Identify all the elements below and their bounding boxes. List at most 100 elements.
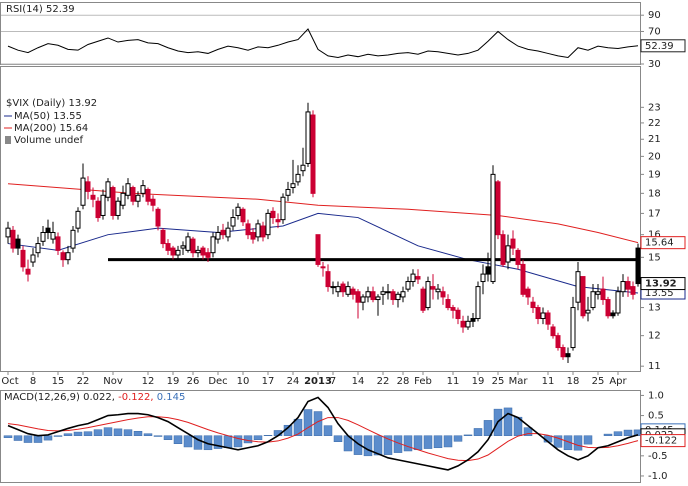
histogram-bar bbox=[623, 429, 633, 436]
y-tick-label: 15 bbox=[648, 252, 661, 263]
x-tick-label: Nov bbox=[103, 376, 123, 387]
price-last: 13.92 bbox=[68, 98, 97, 109]
histogram-bar bbox=[123, 429, 133, 436]
candle-body bbox=[330, 286, 336, 289]
candle-body bbox=[295, 173, 301, 183]
histogram-bar bbox=[293, 418, 303, 436]
candle-body bbox=[485, 266, 491, 275]
candle-body bbox=[370, 291, 376, 301]
ma-line bbox=[7, 212, 639, 294]
ma-line bbox=[7, 183, 639, 244]
candle-body bbox=[190, 238, 196, 254]
rsi-title: RSI(14) bbox=[6, 4, 43, 15]
ma50-legend: MA(50) 13.55 bbox=[14, 111, 82, 122]
candle-body bbox=[290, 183, 296, 189]
histogram-bar bbox=[353, 435, 363, 455]
candle-body bbox=[240, 208, 246, 223]
histogram-bar bbox=[253, 435, 263, 440]
candle-body bbox=[325, 271, 331, 288]
candle-body bbox=[580, 276, 586, 317]
candle-body bbox=[280, 196, 286, 221]
candle-body bbox=[50, 231, 56, 240]
candle-body bbox=[470, 318, 476, 322]
candle-body bbox=[420, 288, 426, 311]
candle-body bbox=[260, 225, 266, 238]
histogram-bar bbox=[103, 427, 113, 436]
y-tick-label: 70 bbox=[648, 26, 661, 37]
candle-body bbox=[565, 353, 571, 358]
rsi-line bbox=[7, 28, 639, 59]
candle-body bbox=[20, 249, 26, 268]
candle-body bbox=[225, 227, 231, 238]
y-tick-label: 20 bbox=[648, 151, 661, 162]
candle-body bbox=[505, 245, 511, 263]
candle-body bbox=[415, 276, 421, 280]
histogram-bar bbox=[423, 435, 433, 449]
x-tick-label: 25 bbox=[592, 376, 605, 387]
ma200-name: MA(200) bbox=[14, 123, 56, 134]
histogram-bar bbox=[43, 435, 53, 441]
histogram-bar bbox=[73, 431, 83, 436]
ma-tag-box bbox=[640, 236, 686, 250]
candle-body bbox=[430, 286, 436, 290]
x-tick-label: 26 bbox=[187, 376, 200, 387]
candle-body bbox=[215, 231, 221, 240]
x-tick-label: Feb bbox=[414, 376, 432, 387]
candle-body bbox=[70, 229, 76, 249]
candle-body bbox=[275, 219, 281, 223]
histogram-bar bbox=[23, 435, 33, 443]
candle-body bbox=[40, 231, 46, 242]
x-tick-label: Dec bbox=[208, 376, 227, 387]
candle-body bbox=[45, 227, 51, 233]
candle-body bbox=[400, 291, 406, 298]
candle-body bbox=[285, 188, 291, 196]
signal-tag: -0.122 bbox=[645, 436, 677, 447]
y-tick-label: 17 bbox=[648, 208, 661, 219]
histogram-bar bbox=[443, 435, 453, 448]
candle-body bbox=[550, 326, 556, 337]
candle-body bbox=[150, 198, 156, 206]
signal-line bbox=[7, 416, 639, 462]
candle-body bbox=[425, 281, 431, 309]
y-tick-label: 90 bbox=[648, 10, 661, 21]
candle-body bbox=[535, 307, 541, 320]
y-tick-label: 23 bbox=[648, 102, 661, 113]
histogram-bar bbox=[483, 420, 493, 436]
histogram-bar bbox=[453, 435, 463, 442]
candle-body bbox=[80, 177, 86, 206]
x-tick-label: 19 bbox=[167, 376, 180, 387]
candle-body bbox=[615, 291, 621, 314]
y-tick-label: -1.0 bbox=[648, 471, 668, 482]
x-tick-label: 15 bbox=[52, 376, 65, 387]
candle-body bbox=[25, 268, 31, 275]
y-tick-label: 16 bbox=[648, 230, 661, 241]
candle-body bbox=[540, 312, 546, 320]
price-frame bbox=[0, 66, 641, 372]
histogram-bar bbox=[63, 433, 73, 436]
candle-body bbox=[195, 249, 201, 254]
histogram-bar bbox=[3, 435, 13, 438]
candle-body bbox=[15, 238, 21, 249]
y-tick-label: 30 bbox=[648, 59, 661, 70]
candle-body bbox=[250, 231, 256, 240]
x-tick-label: Apr bbox=[609, 376, 627, 387]
candle-body bbox=[65, 252, 71, 261]
x-tick-label: 14 bbox=[352, 376, 365, 387]
candle-body bbox=[105, 181, 111, 198]
x-tick-label: 28 bbox=[397, 376, 410, 387]
candle-body bbox=[10, 229, 16, 249]
candle-body bbox=[360, 296, 366, 303]
ma200-last: 15.64 bbox=[60, 123, 89, 134]
candle-body bbox=[595, 291, 601, 295]
x-tick-label: 19 bbox=[472, 376, 485, 387]
candle-body bbox=[255, 223, 261, 238]
candle-body bbox=[155, 208, 161, 227]
candle-body bbox=[390, 291, 396, 301]
candle-body bbox=[125, 183, 131, 196]
candle-body bbox=[545, 312, 551, 325]
candle-body bbox=[235, 206, 241, 216]
candle-body bbox=[230, 217, 236, 227]
candle-body bbox=[180, 245, 186, 249]
candle-body bbox=[605, 299, 611, 317]
histogram-bar bbox=[613, 431, 623, 436]
